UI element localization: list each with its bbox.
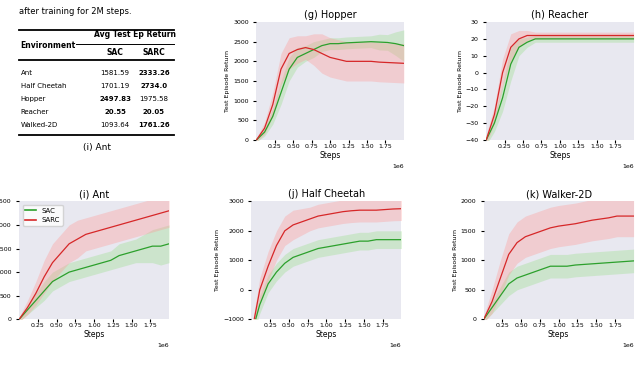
Text: 1e6: 1e6 <box>157 343 169 348</box>
Text: 20.55: 20.55 <box>104 109 126 115</box>
X-axis label: Steps: Steps <box>316 330 337 339</box>
Text: (i) Ant: (i) Ant <box>83 142 111 152</box>
Text: 2333.26: 2333.26 <box>138 70 170 76</box>
Text: 1e6: 1e6 <box>622 164 634 168</box>
Text: 1975.58: 1975.58 <box>140 96 168 102</box>
Y-axis label: Test Episode Return: Test Episode Return <box>215 229 220 291</box>
X-axis label: Steps: Steps <box>319 150 340 160</box>
Text: 1761.26: 1761.26 <box>138 121 170 128</box>
Text: 20.05: 20.05 <box>143 109 165 115</box>
Title: (k) Walker-2D: (k) Walker-2D <box>525 189 592 199</box>
Text: 1e6: 1e6 <box>392 164 404 168</box>
X-axis label: Steps: Steps <box>549 150 571 160</box>
Text: Avg Test Ep Return: Avg Test Ep Return <box>93 30 175 40</box>
Text: 2497.83: 2497.83 <box>99 96 131 102</box>
Y-axis label: Test Episode Return: Test Episode Return <box>458 50 463 112</box>
Title: (j) Half Cheetah: (j) Half Cheetah <box>288 189 365 199</box>
Legend: SAC, SARC: SAC, SARC <box>22 205 63 226</box>
Text: Walked-2D: Walked-2D <box>20 121 58 128</box>
Text: Environment: Environment <box>20 40 76 50</box>
Y-axis label: Test Episode Return: Test Episode Return <box>225 50 230 112</box>
Text: SARC: SARC <box>143 48 165 57</box>
Text: after training for 2M steps.: after training for 2M steps. <box>19 7 132 16</box>
Text: Ant: Ant <box>20 70 33 76</box>
Text: 1581.59: 1581.59 <box>100 70 130 76</box>
Text: Reacher: Reacher <box>20 109 49 115</box>
Text: SAC: SAC <box>107 48 124 57</box>
Title: (h) Reacher: (h) Reacher <box>531 10 588 20</box>
Y-axis label: Test Episode Return: Test Episode Return <box>452 229 458 291</box>
Text: 1e6: 1e6 <box>390 343 401 348</box>
X-axis label: Steps: Steps <box>548 330 570 339</box>
Title: (g) Hopper: (g) Hopper <box>304 10 356 20</box>
Text: 2734.0: 2734.0 <box>140 83 168 89</box>
X-axis label: Steps: Steps <box>83 330 105 339</box>
Text: Hopper: Hopper <box>20 96 46 102</box>
Text: Half Cheetah: Half Cheetah <box>20 83 67 89</box>
Title: (i) Ant: (i) Ant <box>79 189 109 199</box>
Text: 1701.19: 1701.19 <box>100 83 130 89</box>
Text: 1e6: 1e6 <box>622 343 634 348</box>
Text: 1093.64: 1093.64 <box>100 121 130 128</box>
